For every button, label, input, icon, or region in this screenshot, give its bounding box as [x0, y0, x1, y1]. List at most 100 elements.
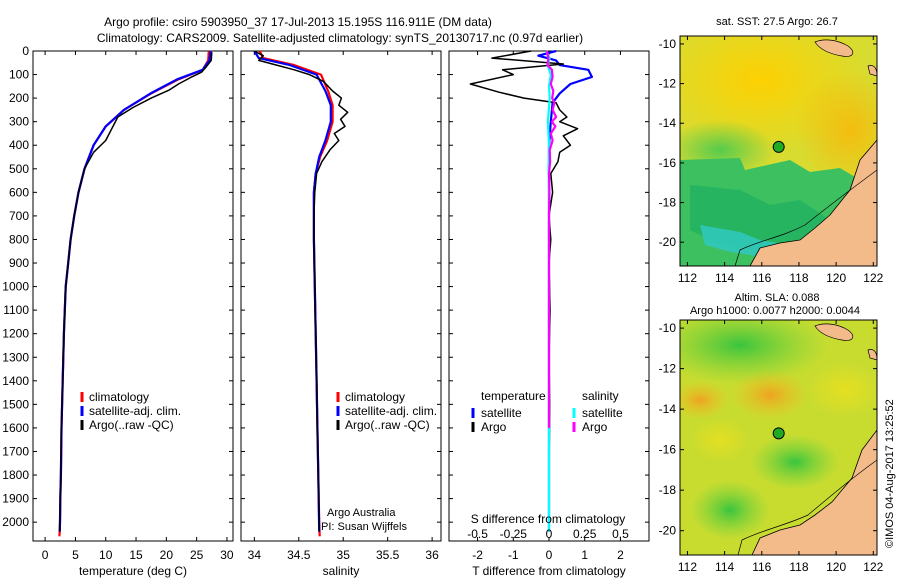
salinity-xtick-label: 34.5	[287, 548, 311, 562]
sst_map-xtick-label: 112	[678, 271, 697, 285]
temperature-frame	[32, 50, 234, 542]
sst_map-ytick-label: -18	[659, 196, 677, 210]
temperature-ytick-label: 900	[9, 256, 29, 270]
temperature-xtick-label: 30	[220, 548, 234, 562]
temperature-xtick-label: 5	[72, 548, 79, 562]
sst_map-xtick-label: 118	[789, 271, 808, 285]
diff-legend-temp-label-argo: Argo	[481, 420, 507, 434]
temperature-xtick-label: 25	[190, 548, 204, 562]
temperature-legend-label-argo-raw-qc: Argo(..raw -QC)	[89, 418, 174, 432]
sst_map-xtick-label: 114	[715, 271, 734, 285]
diff-s-axis-label: S difference from climatology	[471, 512, 626, 526]
figure-title: Argo profile: csiro 5903950_37 17-Jul-20…	[104, 15, 492, 29]
salinity-xtick-label: 35.5	[376, 548, 400, 562]
sla-map-subtitle: Argo h1000: 0.0077 h2000: 0.0044	[690, 305, 860, 317]
sla_map-xtick-label: 122	[863, 560, 883, 574]
salinity-legend-label-satellite-adj-clim: satellite-adj. clim.	[345, 404, 437, 418]
salinity-series-satellite-adj-clim	[253, 50, 332, 532]
temperature-ytick-label: 1900	[2, 492, 29, 506]
salinity-series-climatology	[258, 50, 334, 537]
sla-low-south	[750, 434, 840, 490]
temperature-series-argo-raw-qc	[58, 52, 213, 532]
temperature-series-satellite-adj-clim	[58, 50, 212, 532]
temperature-ytick-label: 1400	[2, 374, 29, 388]
temperature-ytick-label: 100	[9, 68, 29, 82]
sst_map-ytick-label: -14	[659, 116, 677, 130]
temperature-ytick-label: 200	[9, 91, 29, 105]
sla-map-axes: 112 114 116 118 120 122 -10 -12 -14 -16 -18 -20	[659, 320, 884, 574]
temperature-ytick-label: 1700	[2, 444, 29, 458]
sst_map-xtick-label: 120	[826, 271, 846, 285]
difference-xtick-label: 0	[546, 548, 553, 562]
sla_map-xtick-label: 116	[752, 560, 771, 574]
sla-map-frame	[679, 319, 878, 556]
sst-argo-location-marker	[772, 140, 785, 153]
temperature-ytick-label: 400	[9, 138, 29, 152]
difference-xtick-label: -2	[472, 548, 483, 562]
temperature-xlabel: temperature (deg C)	[79, 564, 187, 578]
sla_map-ytick-label: -12	[659, 362, 677, 376]
temperature-ytick-label: 600	[9, 185, 29, 199]
diff-s-tick-label: -0.5	[467, 527, 488, 541]
difference-xtick-label: 2	[617, 548, 624, 562]
sst-warm-east	[795, 70, 877, 190]
sst-isobath	[734, 169, 877, 266]
sla-green-north	[680, 320, 830, 385]
temperature-xtick-label: 15	[129, 548, 143, 562]
temperature-xtick-label: 0	[42, 548, 49, 562]
sla-land-small-island	[867, 349, 877, 361]
sla_map-xtick-label: 118	[789, 560, 808, 574]
temperature-ytick-label: 0	[22, 44, 29, 58]
difference-series-s-argo	[545, 50, 558, 428]
sla-land-australia	[752, 430, 877, 555]
difference-xtick-label: -1	[508, 548, 519, 562]
sst-map-axes: 112 114 116 118 120 122 -10 -12 -14 -16 -18 -20	[659, 36, 884, 285]
salinity-xlabel: salinity	[323, 564, 360, 578]
sst-land-small-island	[867, 65, 877, 77]
diff-legend-sal-title: salinity	[582, 389, 619, 403]
sst_map-xtick-label: 122	[863, 271, 883, 285]
sla-map-title: Altim. SLA: 0.088	[735, 292, 820, 304]
diff-legend-temp-title: temperature	[481, 389, 546, 403]
salinity-xtick-label: 34	[248, 548, 262, 562]
salinity-panel: 34 34.5 35 35.5 36 salinity climatologysatelli…	[240, 50, 442, 578]
sst-land-north-island	[814, 39, 854, 57]
sla-coastline	[751, 429, 877, 555]
sst-map-panel: sat. SST: 27.5 Argo: 26.7 112 114 116 118 12…	[659, 16, 884, 285]
sst_map-ytick-label: -10	[659, 37, 677, 51]
temperature-ytick-label: 300	[9, 115, 29, 129]
temperature-ytick-label: 700	[9, 209, 29, 223]
figure-subtitle: Climatology: CARS2009. Satellite-adjuste…	[97, 31, 583, 45]
temperature-ytick-label: 2000	[2, 515, 29, 529]
salinity-legend-label-argo-raw-qc: Argo(..raw -QC)	[345, 418, 430, 432]
diff-legend-sal-label-satellite: satellite	[582, 406, 623, 420]
salinity-series-argo-raw-qc	[253, 50, 349, 532]
temperature-ytick-label: 1200	[2, 327, 29, 341]
diff-legend-temp-label-satellite: satellite	[481, 406, 522, 420]
sla-mid-west	[690, 418, 750, 462]
diff-s-tick-label: -0.25	[500, 527, 528, 541]
sst_map-ytick-label: -12	[659, 77, 677, 91]
sla_map-ytick-label: -18	[659, 483, 677, 497]
salinity-xtick-label: 35	[337, 548, 351, 562]
sst-land-australia	[750, 140, 877, 266]
sla_map-xtick-label: 112	[678, 560, 697, 574]
difference-xtick-label: 1	[581, 548, 588, 562]
sst-map-title: sat. SST: 27.5 Argo: 26.7	[716, 16, 838, 28]
temperature-xtick-label: 20	[160, 548, 174, 562]
sst-map-frame	[679, 35, 878, 267]
temperature-ytick-label: 1000	[2, 280, 29, 294]
difference-series-t-argo	[469, 50, 579, 532]
sla-low-southwest	[690, 480, 770, 540]
sla-isobath	[737, 459, 877, 555]
temperature-ytick-label: 1600	[2, 421, 29, 435]
temperature-legend-label-satellite-adj-clim: satellite-adj. clim.	[89, 404, 181, 418]
sla_map-ytick-label: -16	[659, 443, 677, 457]
temperature-ytick-label: 500	[9, 162, 29, 176]
diff-s-tick-label: 0.5	[612, 527, 629, 541]
sla-high-east	[805, 362, 877, 418]
timestamp: ©IMOS 04-Aug-2017 13:25:52	[884, 399, 896, 548]
sla_map-ytick-label: -10	[659, 321, 677, 335]
sla_map-xtick-label: 120	[826, 560, 846, 574]
